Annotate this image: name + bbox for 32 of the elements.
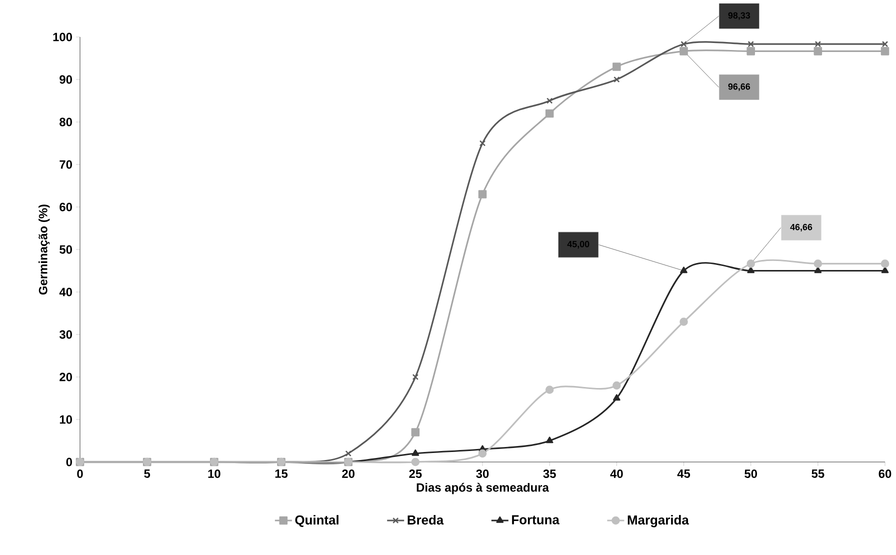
x-tick-label: 45 (677, 470, 690, 478)
legend-label: Margarida (628, 515, 689, 528)
y-tick-label: 90 (60, 75, 72, 84)
x-tick-label: 15 (275, 470, 288, 478)
x-tick-label: 55 (812, 470, 824, 478)
legend-label: Breda (408, 515, 444, 525)
data-label: 96,66 (728, 83, 750, 92)
x-tick-label: 40 (610, 470, 623, 478)
legend-label: Quintal (295, 515, 338, 527)
y-tick-label: 10 (60, 415, 72, 424)
y-tick-label: 80 (60, 118, 72, 126)
x-tick-label: 0 (77, 470, 83, 478)
x-tick-label: 20 (342, 470, 354, 478)
data-label: 46,66 (790, 224, 812, 232)
y-tick-label: 30 (59, 330, 72, 339)
y-tick-label: 100 (53, 32, 72, 42)
y-tick-label: 70 (60, 160, 72, 169)
legend-label: Fortuna (512, 515, 560, 524)
y-axis-title: Germinação (%) (38, 204, 50, 295)
x-tick-label: 50 (744, 470, 757, 478)
y-tick-label: 0 (66, 458, 72, 466)
y-tick-label: 50 (60, 245, 72, 254)
x-tick-label: 60 (878, 470, 892, 478)
x-tick-label: 25 (409, 470, 422, 478)
x-tick-label: 35 (543, 470, 556, 478)
x-tick-label: 5 (144, 470, 150, 478)
x-tick-label: 30 (476, 470, 489, 478)
x-tick-label: 10 (208, 470, 220, 478)
y-tick-label: 20 (60, 372, 72, 382)
y-tick-label: 60 (60, 202, 72, 212)
y-tick-label: 40 (59, 288, 72, 296)
x-axis-title: Dias após à semeadura (416, 482, 550, 494)
